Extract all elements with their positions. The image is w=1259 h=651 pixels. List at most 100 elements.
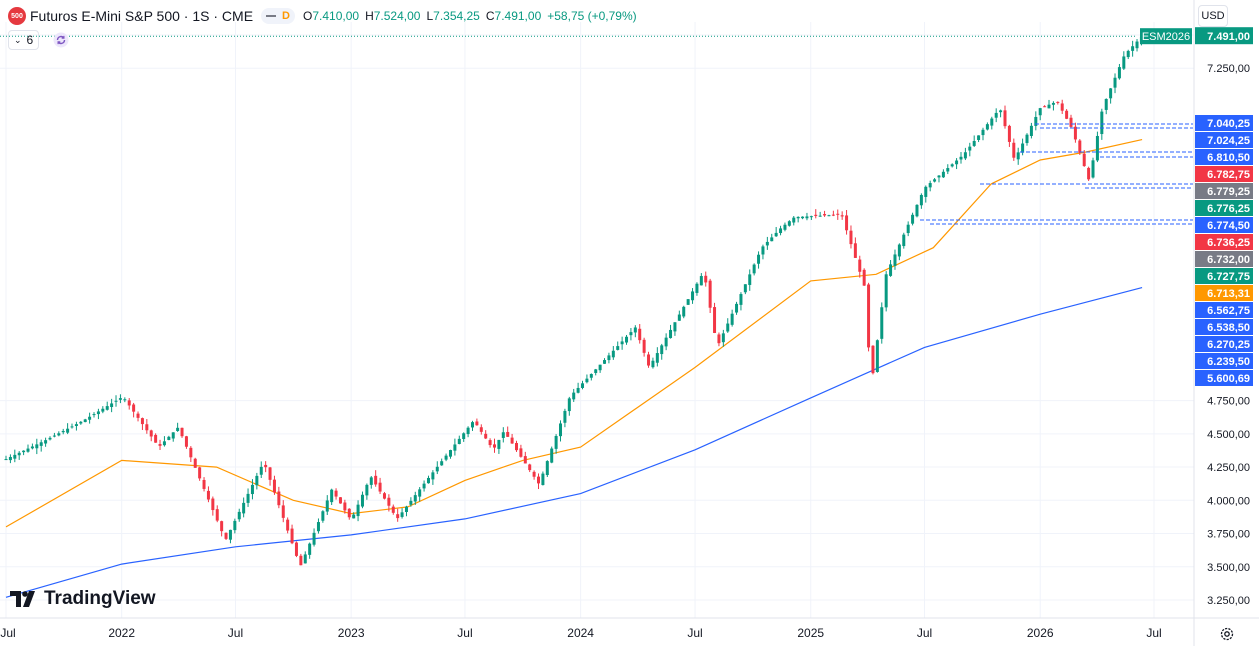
chart-header: 500 Futuros E-Mini S&P 500 · 1S · CME D …: [8, 6, 637, 26]
currency-selector[interactable]: USD: [1198, 5, 1228, 27]
candle-body: [308, 543, 312, 555]
candle-body: [321, 511, 325, 521]
candle-body: [88, 416, 92, 420]
candle-body: [13, 454, 17, 459]
ma-fast-line: [5, 139, 1143, 528]
gear-icon[interactable]: [1219, 626, 1235, 642]
candle-body: [382, 493, 386, 499]
candle-body: [132, 404, 136, 412]
candle-body: [941, 171, 945, 178]
candle-body: [537, 476, 541, 484]
candle-body: [629, 332, 633, 336]
candle-body: [748, 274, 752, 285]
candle-body: [603, 360, 607, 364]
tradingview-logo[interactable]: TradingView: [10, 588, 156, 610]
y-tick-label: 4.000,00: [1207, 495, 1250, 507]
candle-body: [237, 511, 241, 520]
candle-body: [105, 406, 109, 410]
price-label-box: [1195, 319, 1253, 335]
candle-body: [391, 506, 395, 513]
candle-body: [1131, 46, 1135, 51]
candle-body: [418, 489, 422, 497]
candle-body: [506, 431, 510, 437]
x-tick-label: 2024: [567, 626, 594, 640]
candle-body: [123, 399, 127, 401]
candle-body: [818, 215, 822, 217]
candle-body: [1065, 110, 1069, 119]
candle-body: [396, 514, 400, 519]
symbol-logo[interactable]: 500: [8, 7, 26, 25]
candle-body: [352, 514, 356, 519]
candle-body: [708, 280, 712, 308]
indicators-toggle-button[interactable]: ⌄ 6: [8, 30, 40, 50]
price-label-box: [1195, 234, 1253, 250]
candle-body: [867, 284, 871, 348]
candle-body: [783, 224, 787, 230]
price-label: 7.040,25: [1207, 118, 1250, 130]
candle-body: [902, 234, 906, 247]
candle-body: [74, 424, 78, 427]
candle-body: [519, 448, 523, 457]
price-label: 6.774,50: [1207, 220, 1250, 232]
candle-body: [862, 269, 866, 286]
last-price-box: [1195, 27, 1253, 45]
candle-body: [638, 328, 642, 341]
candle-body: [1078, 140, 1082, 153]
symbol-tag: [1140, 28, 1192, 45]
candle-body: [312, 532, 316, 545]
candle-body: [369, 477, 373, 485]
candle-body: [823, 214, 827, 216]
candle-body: [180, 427, 184, 437]
candle-body: [26, 448, 30, 452]
candle-body: [330, 489, 334, 503]
candle-body: [774, 232, 778, 237]
candle-body: [426, 477, 430, 484]
candle-body: [228, 529, 232, 540]
hidden-icon: [266, 15, 277, 17]
price-label-box: [1195, 132, 1253, 148]
candle-body: [585, 378, 589, 383]
candle-body: [233, 520, 237, 531]
price-label: 6.713,31: [1207, 288, 1250, 300]
candle-body: [374, 475, 378, 485]
candle-body: [492, 444, 496, 448]
tradingview-mark-icon: [10, 591, 35, 607]
candle-body: [444, 455, 448, 460]
symbol-title[interactable]: Futuros E-Mini S&P 500 · 1S · CME: [30, 8, 254, 24]
candle-body: [347, 508, 351, 518]
price-label: 5.600,69: [1207, 373, 1250, 385]
candle-body: [343, 502, 347, 511]
candle-body: [118, 398, 122, 400]
candle-body: [937, 175, 941, 178]
market-status-pill[interactable]: D: [261, 8, 295, 24]
candle-body: [1025, 134, 1029, 144]
refresh-icon[interactable]: [53, 32, 69, 48]
candle-body: [1109, 88, 1113, 99]
candle-body: [620, 341, 624, 345]
candle-body: [985, 124, 989, 130]
candle-body: [796, 216, 800, 219]
x-tick-label: Jul: [457, 626, 472, 640]
candle-body: [642, 339, 646, 353]
candle-body: [906, 224, 910, 234]
price-label: 6.538,50: [1207, 322, 1250, 334]
price-label: 6.779,25: [1207, 186, 1250, 198]
candle-body: [545, 461, 549, 476]
price-label-box: [1195, 115, 1253, 131]
candle-body: [805, 216, 809, 219]
candle-body: [79, 421, 83, 424]
candle-body: [1126, 50, 1130, 58]
price-label-box: [1195, 166, 1253, 182]
candle-body: [52, 435, 56, 437]
candle-body: [325, 500, 329, 512]
candle-body: [158, 444, 162, 446]
price-label-box: [1195, 285, 1253, 301]
candle-body: [8, 456, 12, 461]
candle-body: [950, 164, 954, 167]
ohlc-open: O7.410,00: [303, 9, 360, 23]
candle-body: [721, 333, 725, 343]
candle-body: [515, 442, 519, 451]
price-label: 6.562,75: [1207, 305, 1250, 317]
